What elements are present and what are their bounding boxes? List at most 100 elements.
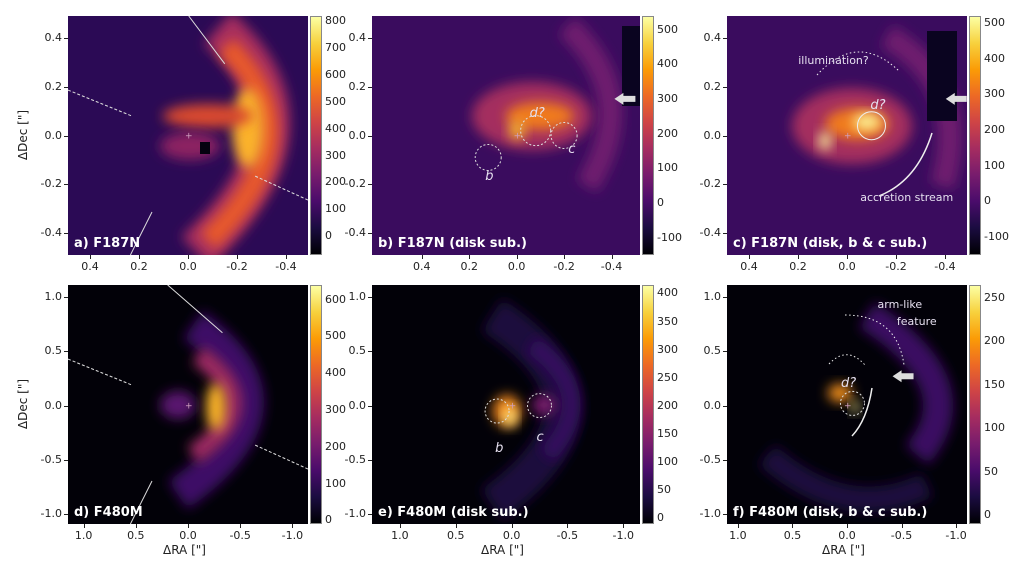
- x-tick-mark: [901, 524, 903, 528]
- emission-blob: [232, 88, 264, 168]
- panel-label: b) F187N (disk sub.): [378, 236, 527, 251]
- colorbar-tick-label: 200: [657, 126, 678, 140]
- y-tick-label: 0.4: [703, 30, 722, 44]
- y-tick-mark: [723, 233, 727, 235]
- x-tick-label: 0.0: [179, 260, 197, 273]
- y-tick-label: 0.0: [44, 398, 63, 412]
- panel-b-image: + b) F187N (disk sub.) d? b c: [372, 16, 640, 255]
- x-tick-mark: [511, 524, 513, 528]
- y-tick-label: 0.2: [703, 79, 722, 93]
- x-tick-mark: [90, 255, 92, 259]
- x-tick-label: -0.4: [934, 260, 956, 273]
- y-tick-mark: [368, 184, 372, 186]
- colorbar-tick-label: 600: [325, 292, 346, 306]
- y-tick-mark: [368, 37, 372, 39]
- x-tick-mark: [611, 255, 613, 259]
- dark-pixel: [622, 26, 640, 106]
- emission-blob: [504, 408, 516, 426]
- y-tick-mark: [64, 233, 68, 235]
- x-axis-label: ΔRA ["]: [481, 543, 524, 557]
- annotation-label: illumination?: [798, 54, 869, 68]
- y-tick-label: 0.2: [44, 79, 63, 93]
- pa-line: [188, 16, 226, 65]
- x-tick-mark: [956, 524, 958, 528]
- y-tick-label: -0.5: [40, 452, 62, 466]
- star-marker: +: [509, 402, 517, 412]
- pa-dashed-line: [68, 89, 133, 117]
- x-tick-mark: [292, 524, 294, 528]
- colorbar-tick-label: 500: [984, 16, 1005, 30]
- colorbar-tick-label: -100: [657, 230, 682, 244]
- panel-label: d) F480M: [74, 505, 143, 520]
- stream-arc: [851, 387, 873, 437]
- x-tick-mark: [516, 255, 518, 259]
- emission-arc: [480, 299, 581, 521]
- colorbar-tick-label: 800: [325, 14, 346, 28]
- x-tick-label: -1.0: [281, 529, 304, 542]
- y-tick-mark: [64, 514, 68, 516]
- y-tick-label: 0.4: [348, 30, 367, 44]
- y-tick-label: 0.0: [44, 128, 63, 142]
- y-tick-mark: [723, 514, 727, 516]
- colorbar-e: [642, 285, 654, 524]
- x-tick-label: 0.4: [81, 260, 99, 273]
- colorbar-tick-label: 500: [657, 22, 678, 36]
- x-tick-mark: [847, 524, 848, 528]
- emission-arc: [200, 38, 279, 249]
- emission-arc: [168, 311, 264, 509]
- x-tick-label: 1.0: [729, 529, 747, 542]
- y-tick-mark: [723, 135, 727, 137]
- planet-d-circle: [520, 115, 552, 147]
- y-tick-label: 1.0: [44, 289, 63, 303]
- colorbar-tick-label: 100: [984, 421, 1005, 435]
- y-tick-mark: [64, 184, 68, 186]
- colorbar-tick-label: 400: [325, 366, 346, 380]
- y-tick-mark: [368, 405, 372, 407]
- y-tick-mark: [723, 184, 727, 186]
- y-tick-label: 0.0: [348, 398, 367, 412]
- emission-blob: [163, 104, 253, 128]
- x-tick-label: 0.0: [838, 529, 856, 542]
- x-tick-label: -0.2: [553, 260, 575, 273]
- x-tick-mark: [469, 255, 471, 259]
- star-marker: +: [185, 132, 193, 142]
- emission-arc: [558, 17, 623, 193]
- panel-a-image: + a) F187N: [68, 16, 308, 255]
- y-tick-mark: [368, 514, 372, 516]
- colorbar-tick-label: 500: [325, 329, 346, 343]
- y-tick-mark: [64, 459, 68, 461]
- colorbar-tick-label: 300: [325, 403, 346, 416]
- colorbar-tick-label: 600: [325, 68, 346, 82]
- y-tick-mark: [64, 296, 68, 298]
- star-marker: +: [185, 402, 193, 412]
- y-tick-label: -0.2: [40, 177, 62, 191]
- colorbar-tick-label: 150: [657, 427, 678, 441]
- planet-b-circle: [474, 143, 502, 171]
- colorbar-tick-label: 200: [325, 175, 346, 189]
- annotation-label: accretion stream: [860, 190, 954, 204]
- y-tick-mark: [368, 86, 372, 88]
- x-tick-mark: [455, 524, 457, 528]
- x-tick-mark: [792, 524, 794, 528]
- x-tick-label: 0.4: [413, 260, 431, 273]
- emission-blob: [819, 132, 831, 150]
- colorbar-c: [969, 16, 981, 255]
- pa-dashed-line: [254, 444, 308, 470]
- colorbar-tick-label: 200: [325, 439, 346, 453]
- y-tick-label: 0.0: [703, 398, 722, 412]
- y-tick-label: -0.5: [344, 452, 366, 466]
- heatmap-canvas: +: [792, 25, 967, 197]
- pa-line: [167, 285, 223, 334]
- panel-label: e) F480M (disk sub.): [378, 505, 529, 520]
- y-tick-label: -0.4: [699, 226, 721, 240]
- colorbar-tick-label: 300: [984, 87, 1005, 101]
- colorbar-tick-label: 400: [657, 286, 678, 300]
- colorbar-tick-label: 300: [325, 148, 346, 162]
- panel-label: a) F187N: [74, 236, 141, 251]
- emission-blob: [506, 102, 574, 130]
- y-tick-mark: [368, 296, 372, 298]
- colorbar-tick-label: 400: [984, 51, 1005, 65]
- colorbar-tick-label: -100: [984, 230, 1009, 244]
- emission-arc: [858, 302, 954, 465]
- star-marker: +: [844, 132, 852, 142]
